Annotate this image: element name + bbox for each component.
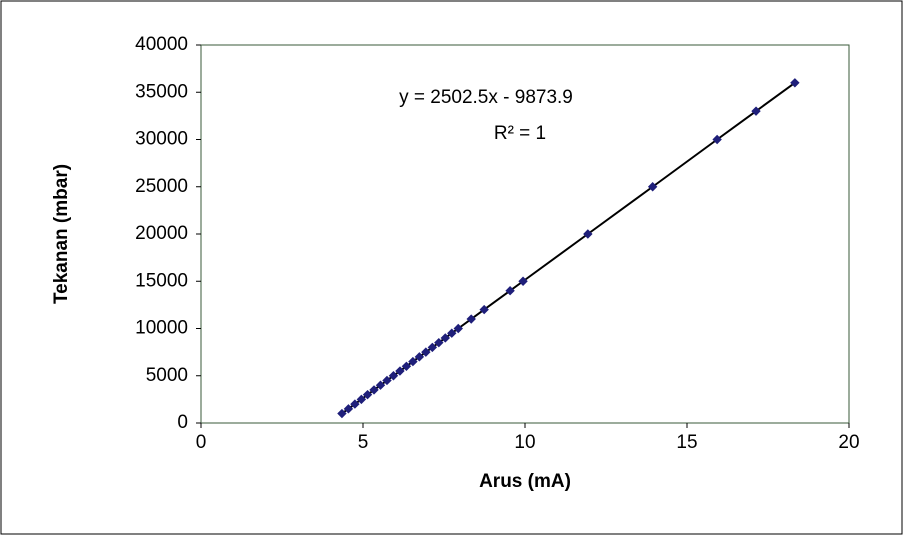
- trendline: [342, 83, 795, 414]
- y-tick-label: 25000: [135, 176, 188, 197]
- x-tick-label: 5: [358, 432, 369, 453]
- y-tick-label: 30000: [135, 129, 188, 150]
- x-axis-label: Arus (mA): [479, 471, 571, 492]
- x-tick-label: 0: [196, 432, 207, 453]
- x-tick-label: 20: [838, 432, 859, 453]
- y-tick-label: 35000: [135, 81, 188, 102]
- x-tick-label: 10: [514, 432, 535, 453]
- trendline-equation: y = 2502.5x - 9873.9: [399, 87, 573, 108]
- chart: Arus (mA) Tekanan (mbar) y = 2502.5x - 9…: [0, 0, 903, 535]
- y-tick-label: 20000: [135, 223, 188, 244]
- y-tick-label: 40000: [135, 34, 188, 55]
- y-tick-label: 10000: [135, 318, 188, 339]
- y-axis-label: Tekanan (mbar): [51, 164, 72, 304]
- y-tick-label: 15000: [135, 270, 188, 291]
- y-tick-label: 5000: [146, 365, 188, 386]
- r-squared: R² = 1: [494, 123, 546, 144]
- x-tick-label: 15: [676, 432, 697, 453]
- y-tick-label: 0: [177, 412, 188, 433]
